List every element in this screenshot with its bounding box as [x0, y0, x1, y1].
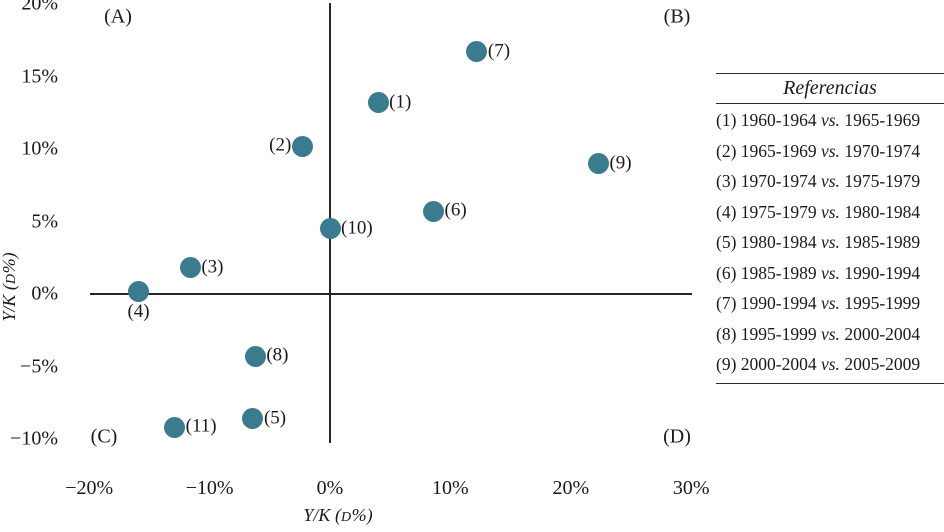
quadrant-label-c: (C) [90, 425, 118, 448]
x-axis-line [90, 293, 692, 295]
references-rows: (1) 1960-1964 vs. 1965-1969 (2) 1965-196… [716, 104, 944, 384]
point-label: (7) [487, 40, 511, 62]
reference-row: (1) 1960-1964 vs. 1965-1969 [716, 110, 921, 130]
y-axis-title-close: %) [0, 252, 19, 274]
point-label: (1) [389, 91, 412, 113]
y-axis-title-open: ( [0, 284, 19, 295]
point-label: (10) [341, 217, 373, 239]
point-dot [587, 153, 609, 174]
point-label: (4) [127, 301, 150, 323]
x-axis-title-d: D [340, 509, 352, 525]
point-label: (6) [444, 199, 467, 221]
point-label: (9) [609, 152, 632, 174]
x-axis-title-main: Y/K [303, 505, 331, 525]
x-tick-label: −20% [65, 477, 114, 499]
reference-row: (2) 1965-1969 vs. 1970-1974 [716, 140, 921, 161]
reference-row: (7) 1990-1994 vs. 1995-1999 [716, 293, 921, 313]
references-table: Referencias (1) 1960-1964 vs. 1965-1969 … [716, 73, 944, 384]
quadrant-label-b: (B) [663, 5, 691, 28]
quadrant-label-d: (D) [663, 425, 691, 448]
point-dot [179, 257, 201, 279]
x-tick-label: −10% [185, 477, 234, 499]
x-tick-label: 30% [672, 477, 710, 499]
reference-row: (5) 1980-1984 vs. 1985-1989 [716, 232, 921, 252]
point-dot [244, 345, 266, 367]
reference-row: (3) 1970-1974 vs. 1975-1979 [716, 171, 921, 191]
x-axis-title: Y/K (D%) [238, 505, 438, 526]
point-dot [319, 218, 341, 240]
y-tick-label: −10% [10, 427, 58, 450]
y-axis-title-d: D [3, 273, 19, 285]
point-dot [128, 280, 150, 302]
x-tick-label: 10% [432, 477, 469, 499]
point-label: (3) [201, 256, 224, 278]
x-axis-title-open: ( [330, 505, 341, 525]
y-tick-label: 5% [31, 210, 58, 232]
y-tick-label: 20% [21, 0, 58, 15]
point-dot [164, 416, 186, 438]
y-tick-label: 15% [21, 65, 58, 87]
point-dot [242, 408, 264, 430]
y-axis-title-main: Y/K [0, 294, 19, 322]
y-tick-label: 0% [31, 282, 58, 305]
y-tick-label: −5% [20, 355, 58, 377]
y-axis-title: Y/K (D%) [0, 216, 21, 358]
point-label: (8) [266, 344, 289, 366]
point-label: (2) [269, 134, 292, 156]
point-dot [367, 92, 389, 114]
reference-row: (9) 2000-2004 vs. 2005-2009 [716, 354, 921, 374]
x-tick-label: 0% [316, 477, 344, 499]
point-label: (11) [185, 415, 217, 437]
x-tick-label: 20% [552, 477, 590, 499]
reference-row: (4) 1975-1979 vs. 1980-1984 [716, 201, 921, 222]
point-dot [291, 135, 313, 157]
reference-row: (8) 1995-1999 vs. 2000-2004 [716, 323, 921, 344]
y-tick-label: 10% [21, 137, 58, 160]
reference-row: (6) 1985-1989 vs. 1990-1994 [716, 262, 921, 283]
point-label: (5) [263, 407, 287, 429]
x-axis-title-close: %) [351, 505, 373, 525]
quadrant-label-a: (A) [104, 5, 132, 28]
references-title: Referencias [716, 73, 944, 104]
point-dot [466, 41, 488, 63]
point-dot [423, 200, 445, 222]
